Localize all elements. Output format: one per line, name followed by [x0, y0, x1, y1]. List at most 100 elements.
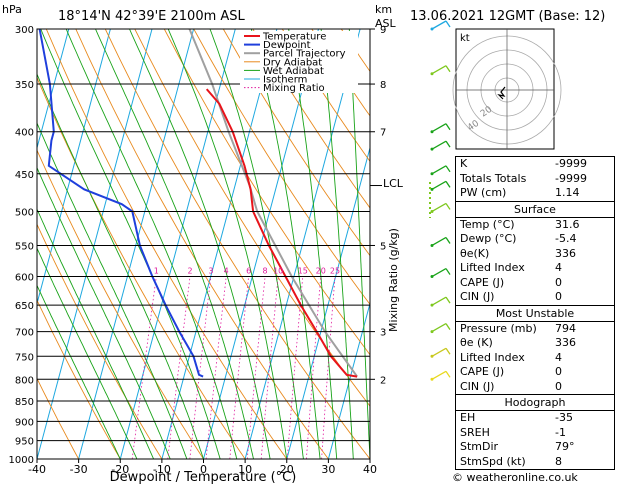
wind-barb-staff — [431, 296, 447, 306]
dry-adiabat-line — [45, 29, 288, 459]
wind-barb-staff — [431, 267, 447, 278]
asl-label: ASL — [375, 17, 397, 30]
isotherm-line — [37, 29, 70, 150]
lcl-label: LCL — [383, 177, 404, 190]
surface-cin-label: CIN (J) — [460, 290, 495, 303]
mixing-ratio-label: 6 — [246, 267, 251, 276]
surface-dewp-row: Dewp (°C) -5.4 — [456, 232, 614, 247]
dry-adiabat-line — [193, 29, 370, 306]
mu-pressure-value: 794 — [555, 321, 576, 335]
wind-barb-staff — [431, 65, 447, 75]
wind-barb — [430, 267, 451, 279]
legend-entry: Wet Adiabat — [263, 66, 324, 77]
wind-barb-dot — [430, 303, 434, 307]
isotherm-line — [244, 29, 361, 459]
eh-value: -35 — [555, 411, 573, 424]
km-tick-label: 9 — [380, 25, 386, 36]
x-axis-label: Dewpoint / Temperature (°C) — [110, 470, 297, 485]
mixing-ratio-label: 10 — [273, 267, 283, 276]
wind-barb-dot — [430, 330, 434, 334]
eh-row: EH -35 — [456, 411, 614, 426]
surface-cape-label: CAPE (J) — [460, 275, 505, 289]
km-label: km — [375, 3, 392, 16]
sreh-value: -1 — [555, 425, 566, 439]
dry-adiabat-line — [281, 29, 370, 163]
mu-cin-label: CIN (J) — [460, 379, 495, 393]
surface-theta-row: θe(K) 336 — [456, 247, 614, 262]
surface-dewp-label: Dewp (°C) — [460, 232, 517, 245]
pressure-tick-label: 1000 — [9, 455, 34, 466]
wet-adiabat-line — [40, 29, 221, 459]
wind-barb-flag — [445, 370, 451, 378]
wind-barb — [430, 202, 451, 213]
mixing-ratio-label: 4 — [224, 267, 229, 276]
hodograph-title: Hodograph — [456, 395, 614, 411]
legend-entry: Mixing Ratio — [263, 83, 325, 94]
x-tick-label: 40 — [363, 463, 377, 476]
pressure-tick-label: 700 — [15, 328, 34, 339]
surface-cin-row: CIN (J) 0 — [456, 290, 614, 305]
wind-barb-staff — [431, 123, 447, 133]
x-tick-label: -30 — [70, 463, 88, 476]
wind-barb-staff — [431, 202, 447, 213]
dry-adiabat-line — [37, 377, 79, 459]
pressure-tick-label: 900 — [15, 417, 34, 428]
wind-barb — [430, 323, 451, 334]
wind-barb-dot — [430, 27, 434, 31]
mixing-ratio-label: 1 — [154, 267, 159, 276]
wind-barb-flag — [445, 323, 451, 330]
surface-li-label: Lifted Index — [460, 261, 525, 274]
pressure-tick-label: 350 — [15, 80, 34, 91]
sreh-label: SREH — [460, 425, 490, 439]
totals-row: Totals Totals -9999 — [456, 172, 614, 187]
x-tick-label: -20 — [111, 463, 129, 476]
isotherm-line — [327, 301, 370, 459]
pw-label: PW (cm) — [460, 186, 507, 199]
indices-table: K -9999 Totals Totals -9999 PW (cm) 1.14 Su… — [455, 156, 615, 470]
k-index-row: K -9999 — [456, 157, 614, 172]
km-tick-label: 2 — [380, 375, 386, 386]
wind-barb-staff — [431, 370, 447, 380]
mixing-ratio-line — [321, 276, 336, 459]
mu-pressure-row: Pressure (mb) 794 — [456, 322, 614, 337]
totals-label: Totals Totals — [460, 171, 527, 185]
footer-copyright: © weatheronline.co.uk — [452, 471, 578, 484]
wind-barb-dot — [430, 147, 434, 151]
pressure-tick-label: 450 — [15, 170, 34, 181]
mixing-ratio-label: 15 — [298, 267, 308, 276]
mixing-ratio-label: 25 — [330, 267, 340, 276]
dry-adiabat-line — [252, 29, 370, 209]
dry-adiabat-line — [222, 29, 370, 257]
x-tick-label: -40 — [28, 463, 46, 476]
sreh-row: SREH -1 — [456, 426, 614, 441]
wind-barb — [430, 65, 451, 76]
pressure-tick-label: 850 — [15, 397, 34, 408]
wind-barb-flag — [445, 65, 451, 73]
legend-entry: Temperature — [262, 32, 326, 43]
surface-li-value: 4 — [555, 261, 562, 274]
wind-barb-flag — [445, 237, 451, 244]
location-title: 18°14'N 42°39'E 2100m ASL — [58, 9, 246, 24]
pressure-tick-label: 550 — [15, 241, 34, 252]
x-tick-label: 10 — [238, 463, 252, 476]
wind-barb-flag — [445, 165, 451, 173]
hpa-label: hPa — [2, 3, 22, 16]
stmdir-row: StmDir 79° — [456, 440, 614, 455]
hodograph-trace — [497, 86, 506, 100]
pressure-tick-label: 800 — [15, 375, 34, 386]
wind-barb — [430, 347, 451, 358]
mixing-ratio-label: 2 — [187, 267, 192, 276]
mixing-ratio-line — [205, 276, 227, 459]
isotherm-line — [203, 29, 319, 459]
wet-adiabat-line — [348, 29, 370, 459]
eh-label: EH — [460, 411, 476, 424]
x-tick-label: 30 — [321, 463, 335, 476]
legend-entry: Parcel Trajectory — [263, 49, 346, 60]
surface-temp-value: 31.6 — [555, 217, 580, 231]
wind-barb-flag — [445, 123, 451, 131]
wind-barb-dot — [430, 377, 434, 381]
datetime-title: 13.06.2021 12GMT (Base: 12) — [410, 9, 605, 24]
most-unstable-title: Most Unstable — [456, 306, 614, 322]
wind-barb — [430, 123, 451, 134]
mixing-ratio-line — [229, 276, 249, 459]
